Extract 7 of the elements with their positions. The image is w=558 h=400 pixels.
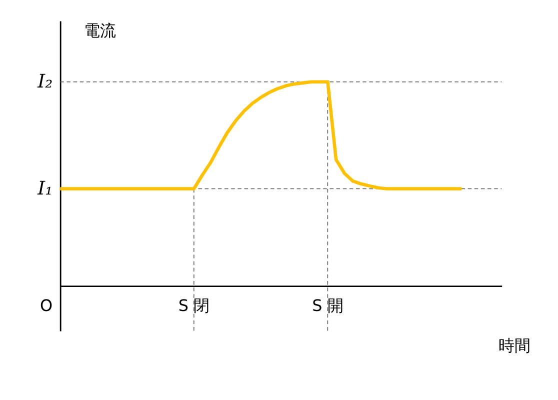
text: S 開: [312, 296, 344, 316]
text: O: [40, 296, 53, 316]
ref-line-label: I₂: [36, 72, 53, 93]
text: S 閉: [178, 296, 210, 316]
x-axis-title: 時間: [498, 336, 530, 355]
ref-line-label: I₁: [36, 178, 53, 200]
y-axis-title: 電流: [84, 21, 116, 40]
